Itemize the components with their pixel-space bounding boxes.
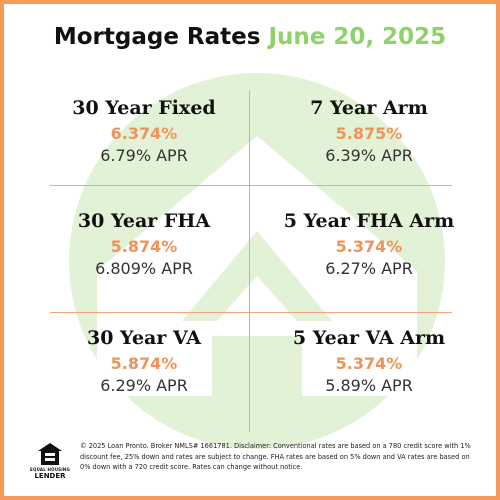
rate-card-5-year-fha-arm: 5 Year FHA Arm 5.374% 6.27% APR xyxy=(269,209,469,280)
rate-card-30-year-fha: 30 Year FHA 5.874% 6.809% APR xyxy=(44,209,244,280)
rate-card-30-year-va: 30 Year VA 5.874% 6.29% APR xyxy=(44,326,244,397)
rate-value: 5.875% xyxy=(335,124,403,143)
title-main: Mortgage Rates xyxy=(53,24,261,50)
rate-apr: 6.809% APR xyxy=(95,259,193,278)
rate-name: 5 Year VA Arm xyxy=(292,327,446,349)
rate-value: 6.374% xyxy=(110,124,178,143)
rate-card-7-year-arm: 7 Year Arm 5.875% 6.39% APR xyxy=(269,96,469,167)
grid-divider-vertical xyxy=(249,90,250,432)
equal-housing-lender-logo: EQUAL HOUSING LENDER xyxy=(30,442,70,480)
rate-value: 5.374% xyxy=(335,237,403,256)
grid-divider-horizontal xyxy=(50,185,452,186)
rate-name: 7 Year Arm xyxy=(310,97,428,119)
rate-apr: 6.29% APR xyxy=(100,376,188,395)
rate-name: 30 Year VA xyxy=(87,327,201,349)
rate-name: 30 Year Fixed xyxy=(72,97,216,119)
rate-apr: 6.27% APR xyxy=(325,259,413,278)
rate-name: 30 Year FHA xyxy=(77,210,211,232)
grid-divider-horizontal xyxy=(50,312,452,313)
rate-apr: 6.39% APR xyxy=(325,146,413,165)
rate-value: 5.874% xyxy=(110,237,178,256)
rate-value: 5.874% xyxy=(110,354,178,373)
rate-card-30-year-fixed: 30 Year Fixed 6.374% 6.79% APR xyxy=(44,96,244,167)
rate-name: 5 Year FHA Arm xyxy=(283,210,455,232)
title-date: June 20, 2025 xyxy=(268,24,447,50)
equal-housing-lender-icon xyxy=(38,443,62,465)
disclaimer-text: © 2025 Loan Pronto. Broker NMLS# 1661781… xyxy=(80,442,471,472)
page-title: Mortgage Rates June 20, 2025 xyxy=(4,24,496,50)
logo-text-big: LENDER xyxy=(34,472,66,480)
logo-text-small: EQUAL HOUSING xyxy=(30,467,70,472)
rate-value: 5.374% xyxy=(335,354,403,373)
house-arrow-logo-icon xyxy=(69,73,445,449)
rate-card-5-year-va-arm: 5 Year VA Arm 5.374% 5.89% APR xyxy=(269,326,469,397)
rate-apr: 6.79% APR xyxy=(100,146,188,165)
rate-apr: 5.89% APR xyxy=(325,376,413,395)
